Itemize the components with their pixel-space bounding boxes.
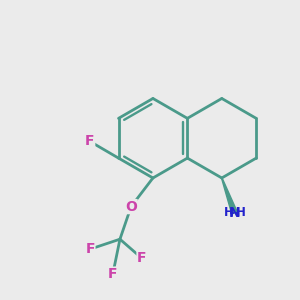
Text: O: O bbox=[125, 200, 137, 214]
Text: H: H bbox=[224, 206, 234, 220]
Text: F: F bbox=[108, 267, 118, 281]
Polygon shape bbox=[221, 178, 237, 214]
Text: F: F bbox=[85, 242, 95, 256]
Text: F: F bbox=[137, 251, 147, 265]
Text: F: F bbox=[85, 134, 94, 148]
Text: H: H bbox=[236, 206, 245, 220]
Text: N: N bbox=[229, 206, 240, 220]
